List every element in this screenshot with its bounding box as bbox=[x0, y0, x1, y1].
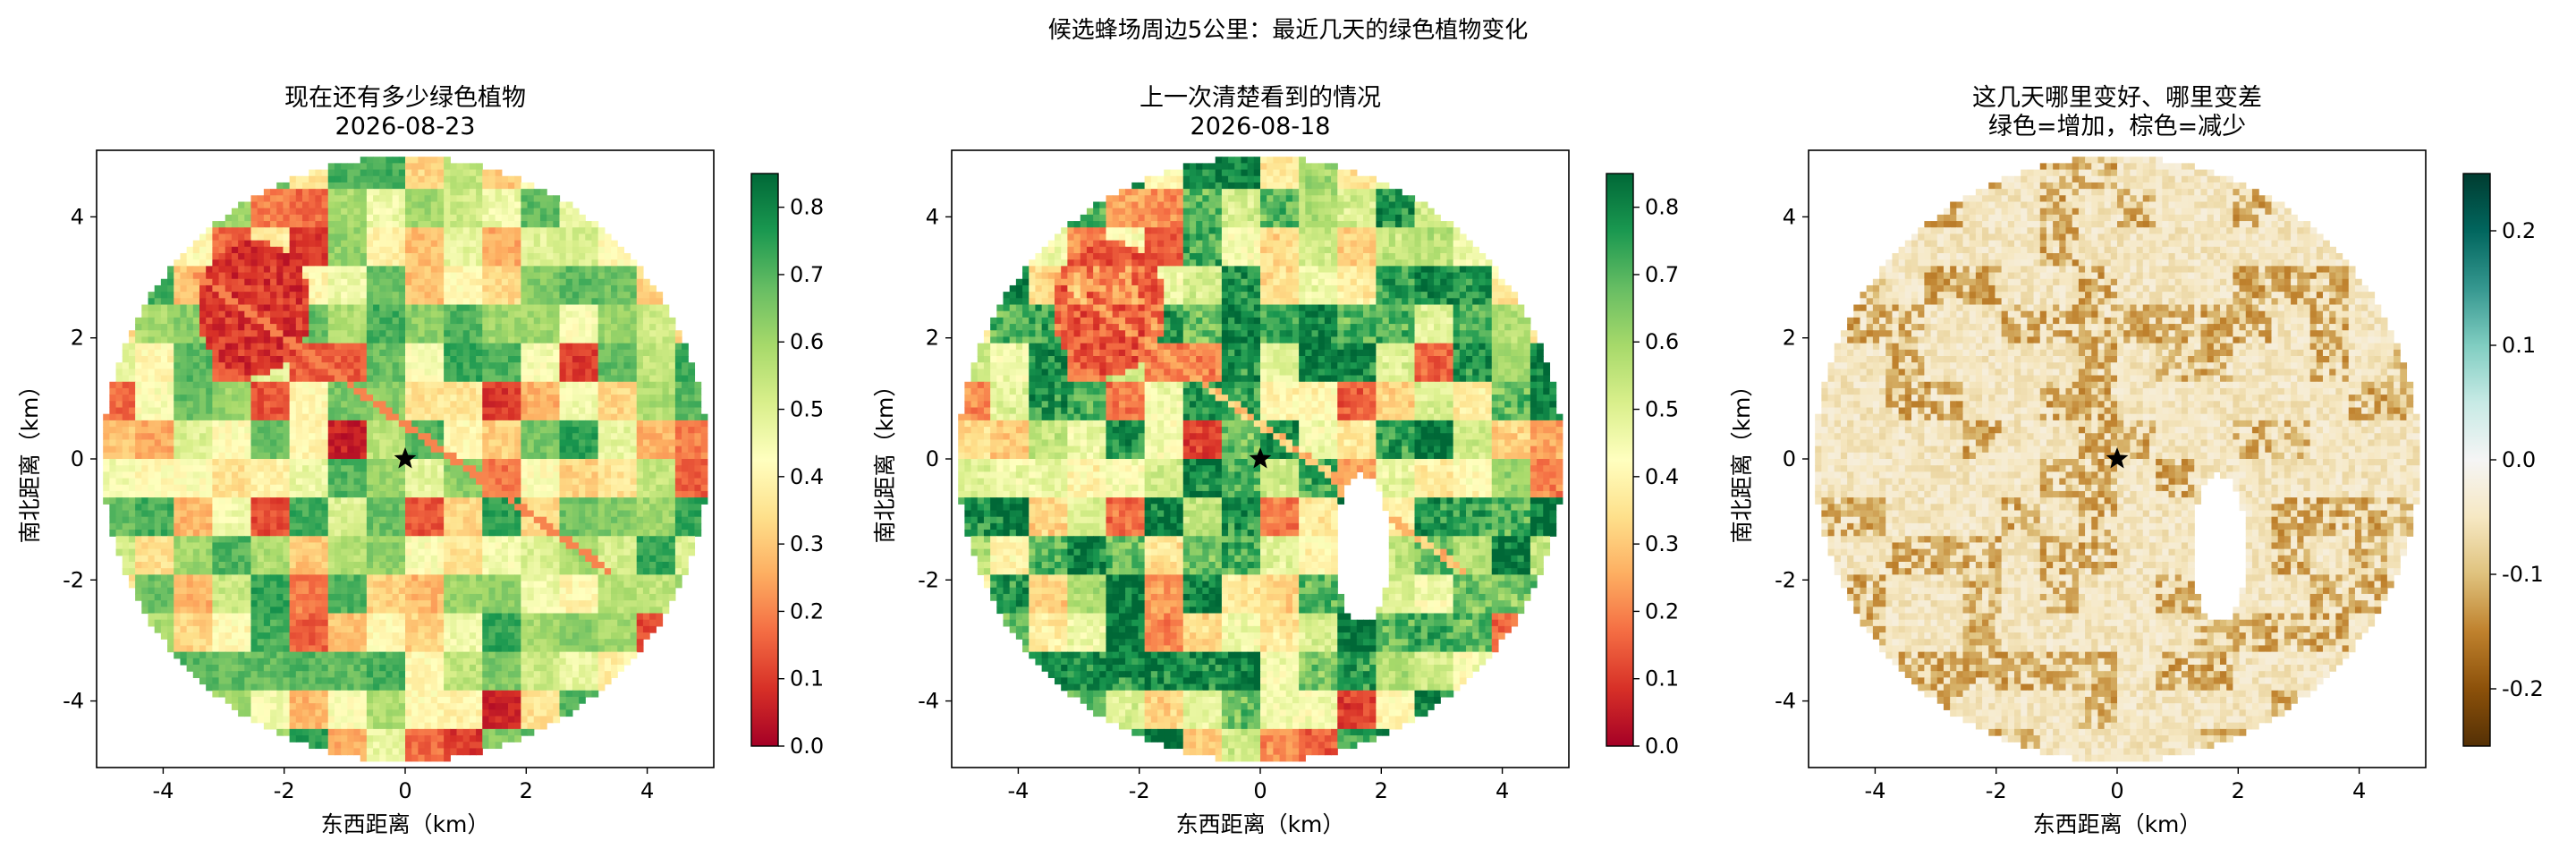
panel-title: 这几天哪里变好、哪里变差 bbox=[1972, 84, 2262, 112]
y-tick-label: 0 bbox=[926, 446, 939, 471]
y-tick-label: -2 bbox=[63, 567, 84, 592]
x-tick-label: 4 bbox=[2352, 778, 2366, 803]
colorbar-tick-label: -0.2 bbox=[2502, 676, 2544, 701]
x-tick-label: -4 bbox=[1007, 778, 1029, 803]
colorbar-tick-label: 0.7 bbox=[790, 262, 824, 287]
colorbar-tick-label: 0.2 bbox=[2502, 218, 2536, 243]
colorbar bbox=[2463, 174, 2490, 746]
colorbar-tick-label: 0.7 bbox=[1645, 262, 1679, 287]
x-axis-label: 东西距离（km） bbox=[321, 811, 490, 837]
colorbar-tick-label: 0.8 bbox=[790, 195, 824, 220]
x-tick-label: 2 bbox=[520, 778, 533, 803]
y-tick-label: -2 bbox=[918, 567, 939, 592]
x-tick-label: -2 bbox=[1129, 778, 1150, 803]
x-tick-label: 4 bbox=[640, 778, 654, 803]
x-tick-label: 0 bbox=[2110, 778, 2123, 803]
colorbar-tick-label: 0.8 bbox=[1645, 195, 1679, 220]
panel-subtitle: 绿色=增加，棕色=减少 bbox=[1988, 113, 2246, 140]
colorbar-tick-label: 0.3 bbox=[790, 531, 824, 556]
x-tick-label: -2 bbox=[274, 778, 295, 803]
colorbar-tick-label: 0.5 bbox=[790, 397, 824, 422]
x-tick-label: 2 bbox=[1375, 778, 1388, 803]
y-tick-label: 2 bbox=[71, 326, 84, 351]
y-tick-label: -2 bbox=[1775, 567, 1796, 592]
y-tick-label: 0 bbox=[71, 446, 84, 471]
y-tick-label: 2 bbox=[926, 326, 939, 351]
colorbar-tick-label: 0.6 bbox=[1645, 329, 1679, 354]
x-tick-label: 0 bbox=[1253, 778, 1267, 803]
y-tick-label: 4 bbox=[926, 204, 939, 229]
y-tick-label: 4 bbox=[71, 204, 84, 229]
panel-title: 上一次清楚看到的情况 bbox=[1140, 84, 1381, 112]
x-axis-label: 东西距离（km） bbox=[1176, 811, 1345, 837]
colorbar-tick-label: 0.1 bbox=[790, 666, 824, 692]
colorbar-tick-label: 0.0 bbox=[1645, 734, 1679, 759]
y-tick-label: 0 bbox=[1783, 446, 1796, 471]
panel-subtitle: 2026-08-23 bbox=[335, 113, 476, 140]
x-tick-label: -2 bbox=[1986, 778, 2007, 803]
x-tick-label: 4 bbox=[1496, 778, 1509, 803]
colorbar-tick-label: -0.1 bbox=[2502, 562, 2544, 587]
y-tick-label: -4 bbox=[918, 689, 939, 714]
colorbar-tick-label: 0.4 bbox=[790, 464, 824, 489]
colorbar-tick-label: 0.0 bbox=[2502, 447, 2536, 472]
x-tick-label: -4 bbox=[152, 778, 174, 803]
colorbar-tick-label: 0.1 bbox=[2502, 333, 2536, 358]
colorbar-tick-label: 0.2 bbox=[790, 598, 824, 624]
colorbar-tick-label: 0.3 bbox=[1645, 531, 1679, 556]
colorbar-tick-label: 0.1 bbox=[1645, 666, 1679, 692]
x-tick-label: 0 bbox=[398, 778, 411, 803]
y-tick-label: -4 bbox=[1775, 689, 1796, 714]
colorbar-tick-label: 0.4 bbox=[1645, 464, 1679, 489]
y-tick-label: -4 bbox=[63, 689, 84, 714]
colorbar-tick-label: 0.0 bbox=[790, 734, 824, 759]
y-tick-label: 2 bbox=[1783, 326, 1796, 351]
colorbar-tick-label: 0.5 bbox=[1645, 397, 1679, 422]
y-axis-label: 南北距离（km） bbox=[17, 375, 43, 544]
colorbar bbox=[1606, 174, 1633, 746]
colorbar bbox=[751, 174, 778, 746]
x-tick-label: -4 bbox=[1864, 778, 1885, 803]
y-axis-label: 南北距离（km） bbox=[872, 375, 898, 544]
panel-subtitle: 2026-08-18 bbox=[1191, 113, 1331, 140]
x-tick-label: 2 bbox=[2232, 778, 2245, 803]
colorbar-tick-label: 0.6 bbox=[790, 329, 824, 354]
figure-suptitle: 候选蜂场周边5公里：最近几天的绿色植物变化 bbox=[1048, 17, 1529, 44]
y-axis-label: 南北距离（km） bbox=[1729, 375, 1755, 544]
y-tick-label: 4 bbox=[1783, 204, 1796, 229]
x-axis-label: 东西距离（km） bbox=[2033, 811, 2202, 837]
panel-title: 现在还有多少绿色植物 bbox=[284, 84, 526, 112]
colorbar-tick-label: 0.2 bbox=[1645, 598, 1679, 624]
